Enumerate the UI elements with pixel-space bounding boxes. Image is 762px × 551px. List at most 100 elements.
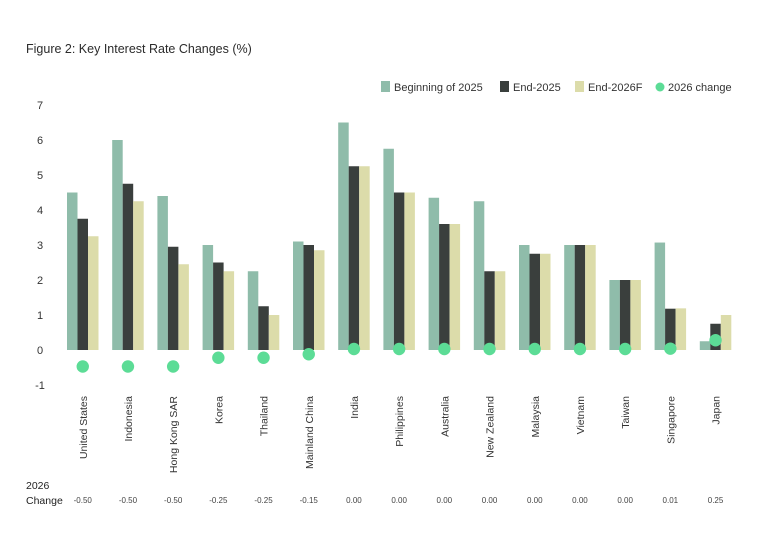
bar-end-2026f xyxy=(314,250,325,350)
bar-end-2025 xyxy=(393,192,405,350)
category-label: Japan xyxy=(711,396,723,425)
bar-beginning-of-2025 xyxy=(202,245,214,350)
change-row-value: 0.00 xyxy=(346,496,362,505)
y-tick-label: 7 xyxy=(37,100,43,112)
bar-end-2026f xyxy=(585,245,596,350)
change-row-label-line2: Change xyxy=(26,495,63,507)
bar-end-2025 xyxy=(303,245,314,350)
change-row-value: 0.25 xyxy=(708,496,724,505)
legend-swatch xyxy=(575,81,584,92)
legend-label: 2026 change xyxy=(668,82,732,94)
change-row-value: -0.15 xyxy=(300,496,319,505)
bar-end-2025 xyxy=(619,280,631,350)
change-row-value: 0.00 xyxy=(482,496,498,505)
change-row-value: 0.00 xyxy=(617,496,633,505)
y-tick-label: 4 xyxy=(37,205,43,217)
category-label: Australia xyxy=(439,396,451,437)
category-labels: United States Indonesia Hong Kong SAR Korea… xyxy=(78,396,723,473)
category-label: Taiwan xyxy=(620,396,632,429)
y-tick-label: 6 xyxy=(37,135,43,147)
change-marker xyxy=(257,351,270,364)
bar-end-2026f xyxy=(720,315,732,350)
bar-end-2025 xyxy=(665,308,676,350)
bar-end-2026f xyxy=(675,308,687,350)
category-label: Indonesia xyxy=(123,396,135,442)
y-tick-label: 0 xyxy=(37,345,43,357)
change-marker xyxy=(347,342,361,356)
bar-beginning-of-2025 xyxy=(293,241,304,350)
y-tick-label: 3 xyxy=(37,240,43,252)
change-marker xyxy=(212,351,225,364)
category-label: Korea xyxy=(213,396,225,424)
change-marker xyxy=(664,342,677,355)
bar-end-2025 xyxy=(439,224,450,350)
y-tick-label: 5 xyxy=(37,170,43,182)
change-marker xyxy=(166,360,180,373)
category-label: India xyxy=(349,396,361,419)
bar-end-2025 xyxy=(258,306,269,350)
change-marker xyxy=(618,342,632,356)
bar-beginning-of-2025 xyxy=(157,196,168,350)
category-label: Hong Kong SAR xyxy=(168,396,180,473)
y-axis: -1 0 1 2 3 4 5 6 7 xyxy=(35,100,45,392)
change-marker xyxy=(438,342,451,356)
bar-end-2026f xyxy=(630,280,641,350)
bar-beginning-of-2025 xyxy=(654,242,666,350)
bar-end-2026f xyxy=(449,224,461,350)
chart-title: Figure 2: Key Interest Rate Changes (%) xyxy=(26,42,252,56)
category-label: Vietnam xyxy=(575,396,587,435)
legend-swatch xyxy=(500,81,509,92)
category-label: Thailand xyxy=(259,396,271,436)
change-row-value: -0.25 xyxy=(254,496,273,505)
change-row-value: 0.00 xyxy=(527,496,543,505)
bar-end-2025 xyxy=(213,262,224,350)
bar-beginning-of-2025 xyxy=(609,280,620,350)
legend-swatch xyxy=(381,81,390,92)
bar-end-2026f xyxy=(359,166,370,350)
change-marker xyxy=(709,334,722,347)
bar-end-2025 xyxy=(484,271,495,350)
legend-label: End-2026F xyxy=(588,82,643,94)
category-label: Malaysia xyxy=(530,396,542,438)
category-label: United States xyxy=(78,396,90,459)
category-label: Mainland China xyxy=(304,396,316,469)
legend-swatch xyxy=(655,82,665,92)
bar-end-2026f xyxy=(88,236,99,350)
legend-label: Beginning of 2025 xyxy=(394,82,483,94)
y-tick-label: 1 xyxy=(37,310,43,322)
change-row-value: 0.01 xyxy=(663,496,679,505)
bar-beginning-of-2025 xyxy=(564,245,575,350)
change-row-value: -0.50 xyxy=(164,496,183,505)
bar-end-2026f xyxy=(223,271,235,350)
bar-beginning-of-2025 xyxy=(428,197,440,350)
bar-beginning-of-2025 xyxy=(473,201,485,350)
bar-end-2025 xyxy=(574,245,586,350)
bar-end-2025 xyxy=(529,253,540,350)
change-marker xyxy=(302,348,315,361)
y-tick-label: -1 xyxy=(35,380,45,392)
bar-end-2025 xyxy=(348,166,360,350)
y-tick-label: 2 xyxy=(37,275,43,287)
bar-end-2026f xyxy=(178,264,189,350)
bar-end-2025 xyxy=(122,183,134,350)
bar-end-2025 xyxy=(77,218,88,350)
change-marker xyxy=(483,342,496,356)
bar-beginning-of-2025 xyxy=(67,192,78,350)
bars xyxy=(67,122,732,350)
bar-end-2026f xyxy=(133,201,144,350)
bar-beginning-of-2025 xyxy=(699,341,711,350)
change-row-label-line1: 2026 xyxy=(26,480,50,492)
change-markers xyxy=(76,334,722,373)
change-marker xyxy=(573,342,587,356)
legend-label: End-2025 xyxy=(513,82,561,94)
bar-end-2026f xyxy=(268,315,280,350)
bar-beginning-of-2025 xyxy=(247,271,259,350)
change-row-value: -0.25 xyxy=(209,496,228,505)
change-marker xyxy=(76,360,89,373)
change-row-value: -0.50 xyxy=(119,496,138,505)
change-row: 2026 Change -0.50 -0.50 -0.50 -0.25 -0.25 -0.… xyxy=(26,480,724,507)
change-row-value: 0.00 xyxy=(437,496,453,505)
change-marker xyxy=(392,342,406,356)
change-marker xyxy=(121,360,135,373)
